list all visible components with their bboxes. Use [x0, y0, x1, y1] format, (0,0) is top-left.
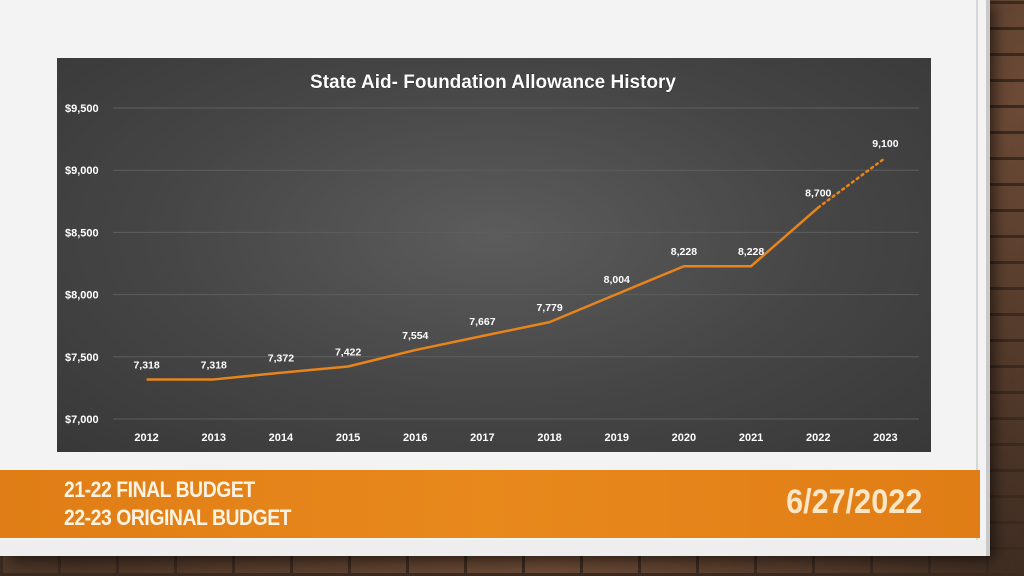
x-tick-label: 2021: [739, 432, 763, 444]
y-tick-label: $8,000: [65, 290, 99, 302]
data-label: 8,228: [738, 246, 764, 258]
chart-panel: $7,000 $7,500 $8,000 $8,500 $9,000 $9,500 201…: [57, 58, 931, 452]
series-line-projected: [817, 156, 887, 209]
y-tick-label: $7,500: [65, 352, 99, 364]
y-tick-label: $7,000: [65, 414, 99, 426]
data-label: 7,779: [536, 302, 562, 314]
data-label: 7,554: [402, 330, 428, 342]
x-tick-label: 2017: [470, 432, 494, 444]
data-label: 7,422: [335, 347, 361, 359]
y-axis-ticks: $7,000 $7,500 $8,000 $8,500 $9,000 $9,500: [65, 103, 99, 426]
y-tick-label: $9,000: [65, 165, 99, 177]
data-label: 9,100: [872, 138, 898, 150]
data-label: 8,700: [805, 188, 831, 200]
x-tick-label: 2019: [605, 432, 629, 444]
x-tick-label: 2016: [403, 432, 427, 444]
x-tick-label: 2018: [537, 432, 561, 444]
footer-budget-labels: 21-22 FINAL BUDGET 22-23 ORIGINAL BUDGET: [64, 476, 292, 532]
footer-line-final-budget: 21-22 FINAL BUDGET: [64, 477, 255, 502]
y-tick-label: $9,500: [65, 103, 99, 115]
footer-date: 6/27/2022: [785, 483, 922, 521]
slide: $7,000 $7,500 $8,000 $8,500 $9,000 $9,500 201…: [0, 0, 986, 556]
data-label: 8,004: [604, 274, 630, 286]
data-label: 7,372: [268, 353, 294, 365]
data-label: 7,318: [201, 359, 227, 371]
footer-bar: 21-22 FINAL BUDGET 22-23 ORIGINAL BUDGET…: [0, 470, 980, 538]
series-line-actual: [146, 206, 820, 381]
x-tick-label: 2013: [202, 432, 226, 444]
x-tick-label: 2015: [336, 432, 360, 444]
x-tick-label: 2014: [269, 432, 294, 444]
grid-lines: [113, 107, 919, 420]
data-label: 7,318: [133, 359, 159, 371]
data-labels: 7,318 7,318 7,372 7,422 7,554 7,667 7,779 8,004…: [133, 138, 898, 372]
x-axis-ticks: 2012 2013 2014 2015 2016 2017 2018 2019 2020 2021…: [134, 432, 897, 444]
bottom-strip: [0, 540, 986, 556]
chart-title: State Aid- Foundation Allowance History: [310, 72, 676, 93]
x-tick-label: 2020: [672, 432, 696, 444]
line-chart: $7,000 $7,500 $8,000 $8,500 $9,000 $9,500 201…: [65, 72, 919, 444]
series-line: [146, 156, 887, 381]
x-tick-label: 2022: [806, 432, 830, 444]
data-label: 7,667: [469, 316, 495, 328]
data-label: 8,228: [671, 246, 697, 258]
x-tick-label: 2012: [134, 432, 158, 444]
footer-line-original-budget: 22-23 ORIGINAL BUDGET: [64, 505, 292, 530]
x-tick-label: 2023: [873, 432, 897, 444]
y-tick-label: $8,500: [65, 227, 99, 239]
